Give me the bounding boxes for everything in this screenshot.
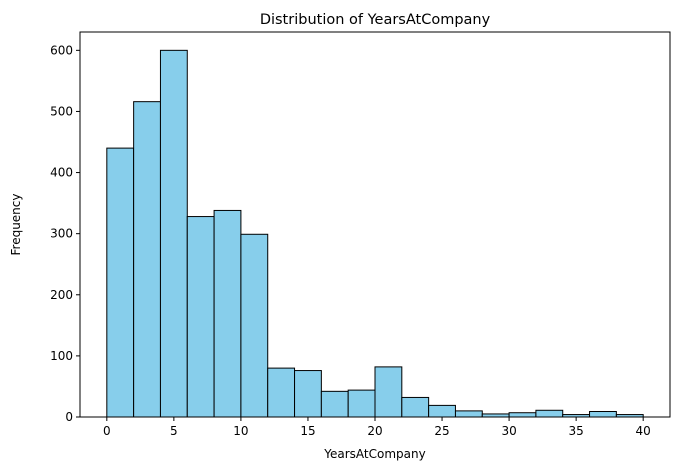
y-axis-ticks: 0 100 200 300 400 500 600 <box>50 43 80 424</box>
histogram-bar <box>159 49 188 418</box>
histogram-bar <box>508 412 537 418</box>
histogram-bar <box>589 411 617 418</box>
y-tick-label: 100 <box>50 349 73 363</box>
histogram-bar <box>186 216 215 418</box>
histogram-bar <box>240 233 269 418</box>
x-tick-label: 20 <box>367 424 382 438</box>
x-tick-label: 10 <box>233 424 248 438</box>
histogram-bar <box>454 410 483 418</box>
histogram-bar <box>213 209 242 418</box>
histogram-bar <box>401 396 430 418</box>
x-axis-label: YearsAtCompany <box>323 447 425 461</box>
y-tick-label: 0 <box>65 410 73 424</box>
x-tick-label: 35 <box>568 424 583 438</box>
y-axis-label: Frequency <box>9 194 23 256</box>
y-tick-label: 500 <box>50 104 73 118</box>
x-tick-label: 25 <box>434 424 449 438</box>
y-tick-label: 600 <box>50 43 73 57</box>
x-tick-label: 40 <box>636 424 651 438</box>
chart-title: Distribution of YearsAtCompany <box>260 12 491 28</box>
y-tick-label: 400 <box>50 166 73 180</box>
x-tick-label: 0 <box>103 424 111 438</box>
x-tick-label: 15 <box>300 424 315 438</box>
histogram-bar <box>428 404 456 418</box>
x-axis-ticks: 0 5 10 15 20 25 30 35 40 <box>103 417 651 438</box>
y-tick-label: 200 <box>50 288 73 302</box>
axes-frame <box>79 31 671 418</box>
x-tick-label: 5 <box>170 424 178 438</box>
histogram-bar <box>133 101 161 418</box>
histogram-bar <box>347 389 376 418</box>
histogram-bar <box>267 367 296 418</box>
histogram-bar <box>106 147 135 418</box>
y-tick-label: 300 <box>50 227 73 241</box>
histogram-bar <box>294 370 322 418</box>
bars-group <box>106 49 644 418</box>
histogram-bar <box>374 366 403 418</box>
histogram-bar <box>320 390 349 418</box>
x-tick-label: 30 <box>501 424 516 438</box>
histogram-bar <box>535 409 564 418</box>
